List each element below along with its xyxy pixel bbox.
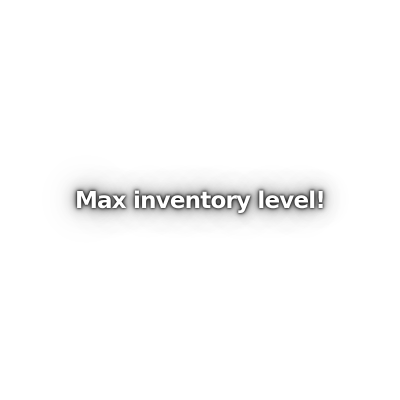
notification-toast: Max inventory level! (0, 181, 400, 221)
notification-message: Max inventory level! (74, 188, 326, 214)
